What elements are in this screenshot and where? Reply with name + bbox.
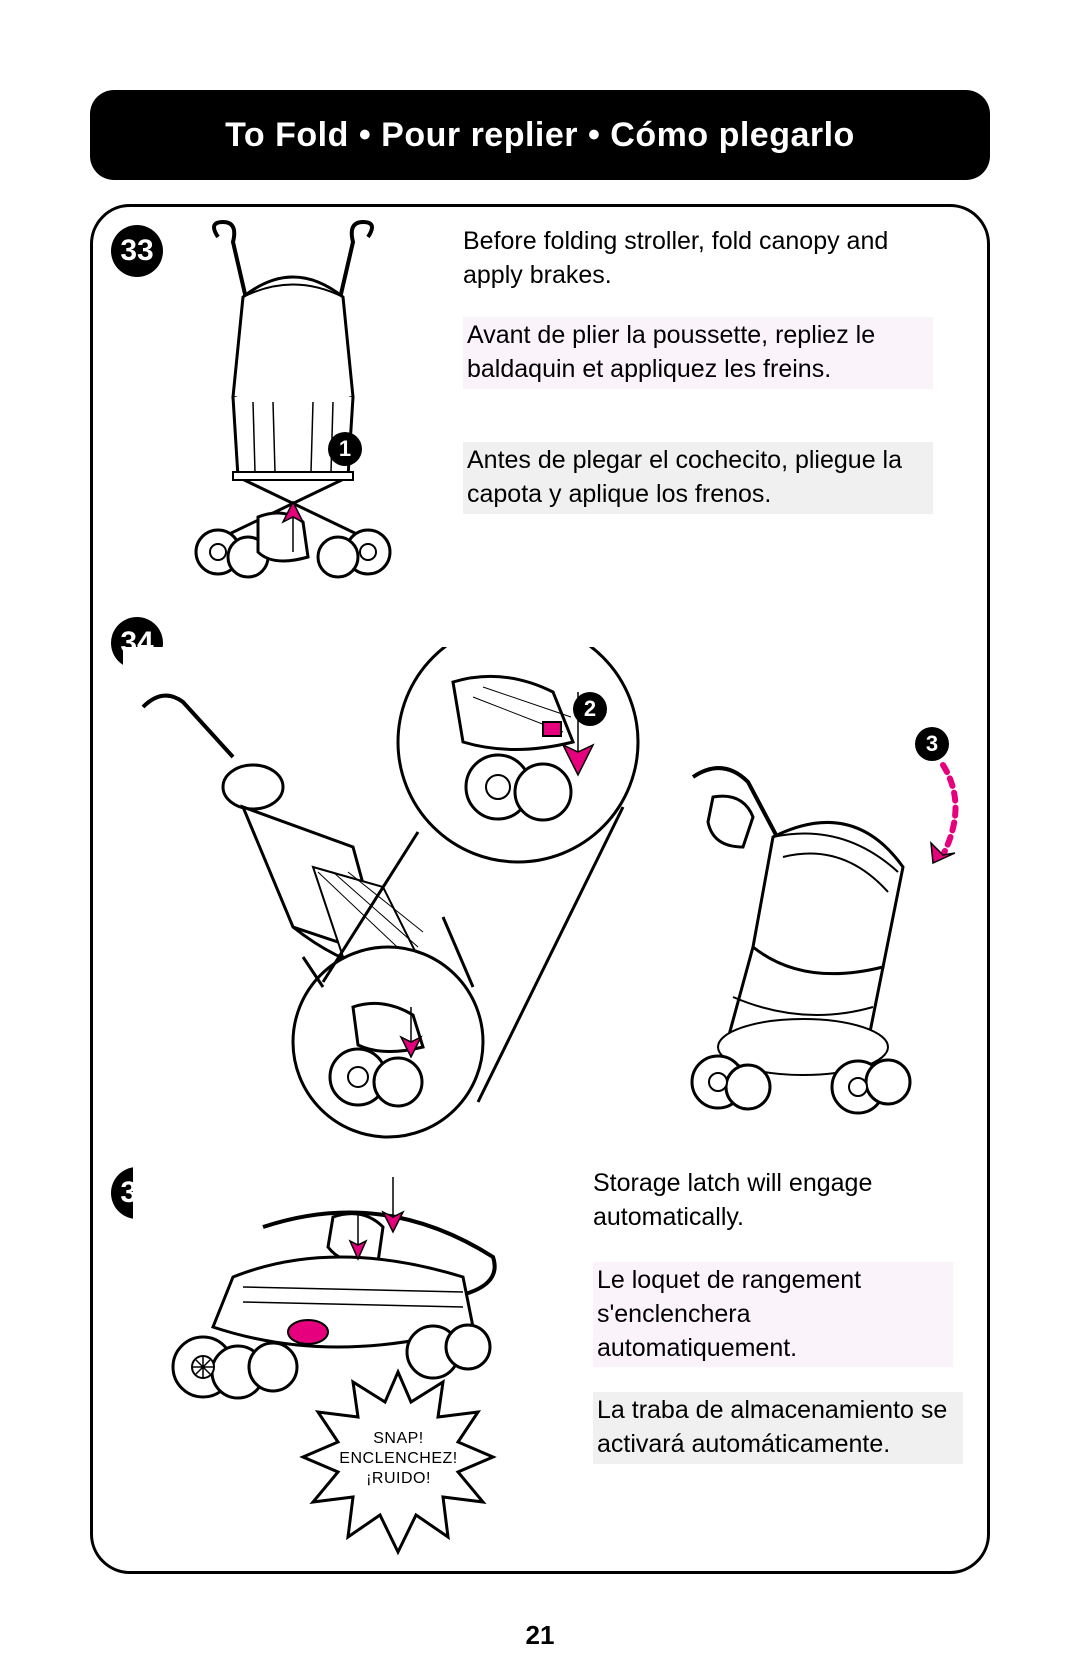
page-number: 21: [0, 1620, 1080, 1651]
step-badge-33: 33: [111, 225, 163, 277]
step33-text-es: Antes de plegar el cochecito, pliegue la…: [463, 442, 933, 514]
fold-arrow-icon: [883, 755, 973, 885]
step-number: 33: [120, 234, 153, 268]
step35-text-es: La traba de almacenamiento se activará a…: [593, 1392, 963, 1464]
sub-badge-3: 3: [915, 727, 949, 761]
sub-badge-1: 1: [328, 432, 362, 466]
step33-text-fr: Avant de plier la poussette, repliez le …: [463, 317, 933, 389]
step33-text-en: Before folding stroller, fold canopy and…: [463, 225, 933, 293]
sub-badge-2: 2: [573, 692, 607, 726]
manual-page: To Fold • Pour replier • Cómo plegarlo 3…: [0, 0, 1080, 1669]
sub-number: 1: [339, 436, 351, 462]
snap-text: SNAP! ENCLENCHEZ! ¡RUIDO!: [331, 1429, 466, 1489]
step35-text-en: Storage latch will engage automatically.: [593, 1167, 953, 1235]
section-title-bar: To Fold • Pour replier • Cómo plegarlo: [90, 90, 990, 180]
sub-number: 3: [926, 731, 938, 757]
section-title: To Fold • Pour replier • Cómo plegarlo: [225, 116, 855, 155]
content-frame: 33: [90, 204, 990, 1574]
step35-text-fr: Le loquet de rangement s'enclenchera aut…: [593, 1262, 953, 1367]
sub-number: 2: [584, 696, 596, 722]
illustration-step-34-left: [123, 647, 643, 1147]
illustration-step-33: [163, 217, 423, 587]
